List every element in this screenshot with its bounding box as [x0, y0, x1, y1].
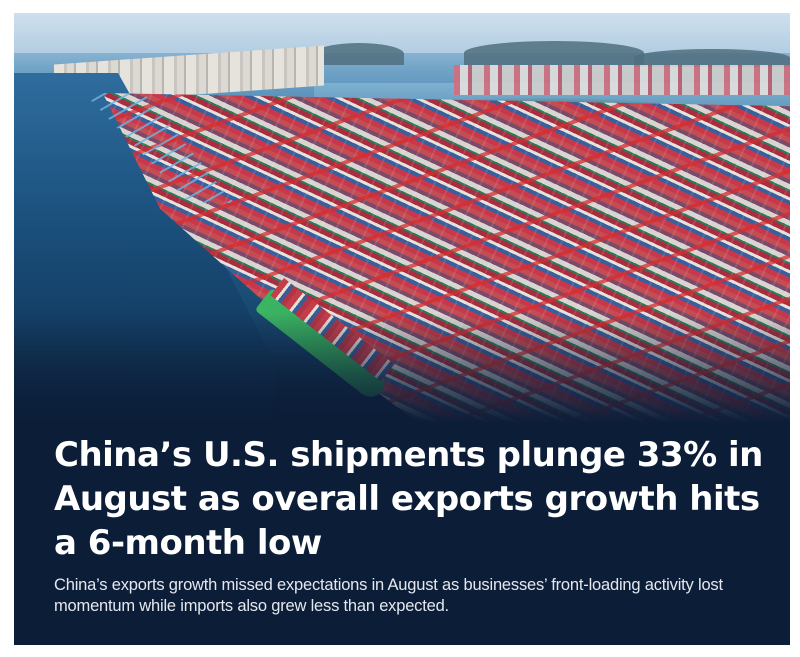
image-bottom-fade — [14, 313, 790, 423]
hero-image-port — [14, 13, 790, 423]
far-port — [454, 65, 790, 95]
distant-hill — [464, 41, 644, 65]
distant-hill — [314, 43, 404, 65]
distant-hill — [634, 49, 790, 67]
headline[interactable]: China’s U.S. shipments plunge 33% in Aug… — [54, 435, 763, 563]
article-card[interactable]: China’s U.S. shipments plunge 33% in Aug… — [14, 13, 790, 645]
sky — [14, 13, 790, 53]
dek-summary: China’s exports growth missed expectatio… — [54, 576, 723, 615]
